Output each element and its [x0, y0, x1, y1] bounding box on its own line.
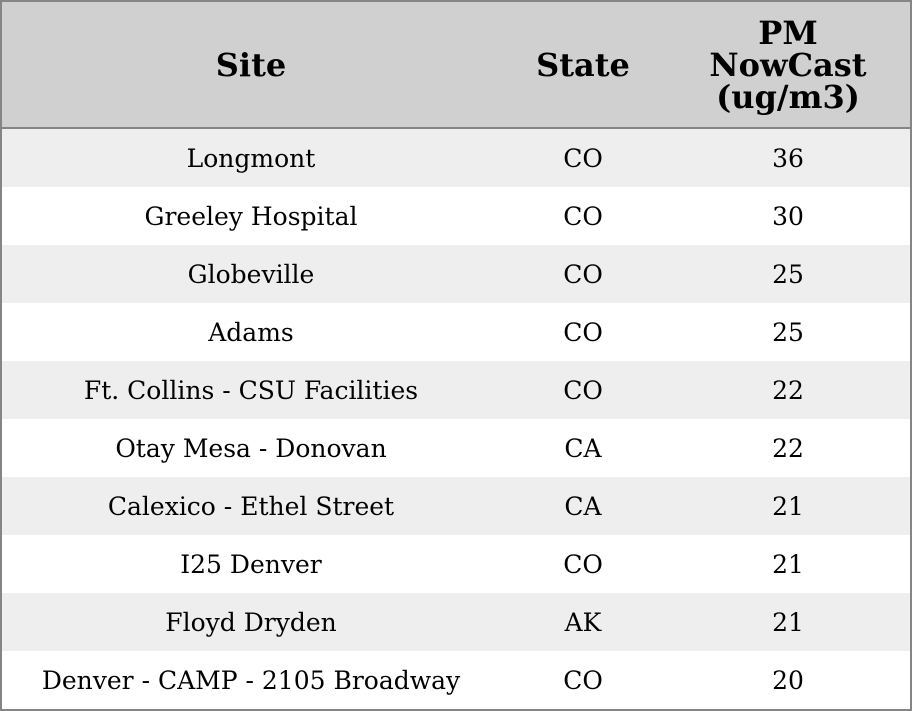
table-row: Globeville CO 25	[2, 245, 910, 303]
table-row: Adams CO 25	[2, 303, 910, 361]
table-cell-text: CO	[563, 549, 603, 579]
table-cell: 36	[666, 129, 910, 187]
table-cell: CO	[500, 651, 666, 709]
table-cell-text: Otay Mesa - Donovan	[115, 433, 387, 463]
table-row: Longmont CO 36	[2, 129, 910, 187]
table-cell-text: AK	[564, 607, 602, 637]
table-cell-text: CO	[563, 317, 603, 347]
table-row: Greeley Hospital CO 30	[2, 187, 910, 245]
table-cell: CO	[500, 187, 666, 245]
table-cell: Ft. Collins - CSU Facilities	[2, 361, 500, 419]
table-cell: Adams	[2, 303, 500, 361]
table-cell: 21	[666, 593, 910, 651]
table-cell-text: 20	[772, 665, 804, 695]
table-cell-text: Greeley Hospital	[144, 201, 358, 231]
table-cell-text: CO	[563, 665, 603, 695]
table-cell-text: 22	[772, 433, 804, 463]
table-cell: Floyd Dryden	[2, 593, 500, 651]
header-cell: Site	[2, 2, 500, 127]
table-cell-text: CO	[563, 201, 603, 231]
table-row: Floyd Dryden AK 21	[2, 593, 910, 651]
table-cell: CO	[500, 361, 666, 419]
table-cell: CO	[500, 303, 666, 361]
table-cell-text: CA	[564, 433, 602, 463]
table-cell-text: Denver - CAMP - 2105 Broadway	[41, 665, 461, 695]
table-cell: Greeley Hospital	[2, 187, 500, 245]
header-cell-text: State	[536, 45, 630, 84]
table-row: Calexico - Ethel Street CA 21	[2, 477, 910, 535]
table-cell-text: Globeville	[187, 259, 315, 289]
table-row: I25 Denver CO 21	[2, 535, 910, 593]
table-cell: Otay Mesa - Donovan	[2, 419, 500, 477]
table-cell-text: Calexico - Ethel Street	[107, 491, 395, 521]
table-row: Ft. Collins - CSU Facilities CO 22	[2, 361, 910, 419]
table-cell: I25 Denver	[2, 535, 500, 593]
table-row: Otay Mesa - Donovan CA 22	[2, 419, 910, 477]
table-cell: CA	[500, 477, 666, 535]
table-cell-text: Ft. Collins - CSU Facilities	[83, 375, 419, 405]
table-cell: Longmont	[2, 129, 500, 187]
table-cell-text: Floyd Dryden	[165, 607, 337, 637]
table-cell: Calexico - Ethel Street	[2, 477, 500, 535]
table-cell-text: 21	[772, 607, 804, 637]
table-cell: Denver - CAMP - 2105 Broadway	[2, 651, 500, 709]
table-cell-text: CA	[564, 491, 602, 521]
header-cell: State	[500, 2, 666, 127]
table-cell: CA	[500, 419, 666, 477]
header-cell-text: Site	[215, 45, 287, 84]
table-cell: 21	[666, 535, 910, 593]
table-cell: 25	[666, 303, 910, 361]
header-row: Site State PM NowCast (ug/m3)	[2, 2, 910, 129]
table-cell: CO	[500, 245, 666, 303]
table-cell-text: 22	[772, 375, 804, 405]
table-cell-text: Longmont	[186, 143, 316, 173]
table-cell-text: 25	[772, 259, 804, 289]
table-cell: 20	[666, 651, 910, 709]
table-cell-text: 30	[772, 201, 804, 231]
table-cell-text: CO	[563, 375, 603, 405]
table-cell-text: I25 Denver	[180, 549, 322, 579]
table-cell-text: 25	[772, 317, 804, 347]
table-cell: 22	[666, 361, 910, 419]
table-cell: CO	[500, 129, 666, 187]
table-cell-text: 36	[772, 143, 804, 173]
table-cell: CO	[500, 535, 666, 593]
table-cell-text: 21	[772, 549, 804, 579]
table-cell: 25	[666, 245, 910, 303]
header-cell-text: PM NowCast (ug/m3)	[709, 13, 867, 116]
table-cell-text: CO	[563, 143, 603, 173]
table-cell: 30	[666, 187, 910, 245]
header-cell: PM NowCast (ug/m3)	[666, 2, 910, 127]
table-cell-text: 21	[772, 491, 804, 521]
table-row: Denver - CAMP - 2105 Broadway CO 20	[2, 651, 910, 709]
table-cell: AK	[500, 593, 666, 651]
table-cell-text: Adams	[208, 317, 294, 347]
table-cell: 21	[666, 477, 910, 535]
table-cell: 22	[666, 419, 910, 477]
table-cell-text: CO	[563, 259, 603, 289]
table-cell: Globeville	[2, 245, 500, 303]
